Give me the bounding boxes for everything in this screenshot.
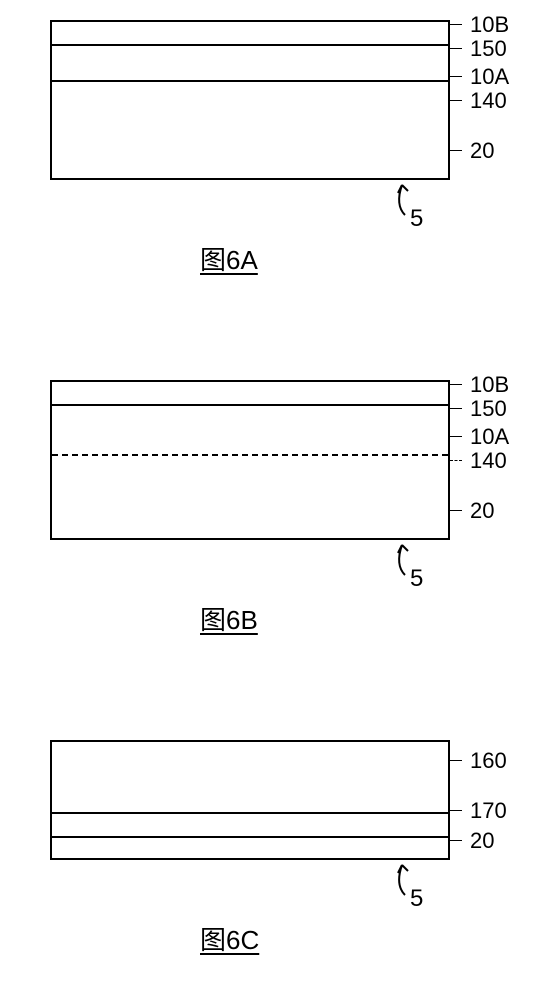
layer-label-10a: 10A (470, 424, 509, 450)
lead-line (450, 384, 462, 385)
ref-number-5: 5 (410, 885, 423, 913)
layer-line-10a (52, 80, 448, 82)
lead-line (450, 510, 462, 511)
layer-line-150 (52, 44, 448, 46)
ref-number-5: 5 (410, 205, 423, 233)
layer-label-10b: 10B (470, 372, 509, 398)
lead-line (450, 840, 462, 841)
layer-label-140: 140 (470, 448, 507, 474)
figure-6b-caption: 图6B (200, 600, 258, 637)
layer-line-20 (52, 836, 448, 838)
layer-label-140: 140 (470, 88, 507, 114)
figure-6c-group: 160 170 20 5 (50, 740, 450, 860)
ref-number-5: 5 (410, 565, 423, 593)
lead-line (450, 760, 462, 761)
lead-line (450, 76, 462, 77)
lead-line (450, 460, 462, 461)
layer-label-20: 20 (470, 138, 494, 164)
layer-line-150 (52, 404, 448, 406)
lead-line (450, 24, 462, 25)
figure-6c-box (50, 740, 450, 860)
layer-label-20: 20 (470, 828, 494, 854)
figure-6b-box (50, 380, 450, 540)
layer-label-10b: 10B (470, 12, 509, 38)
figure-6a-caption: 图6A (200, 240, 258, 277)
figure-6a-box (50, 20, 450, 180)
figure-6a-group: 10B 150 10A 140 20 5 (50, 20, 450, 180)
layer-label-160: 160 (470, 748, 507, 774)
layer-label-150: 150 (470, 396, 507, 422)
lead-line (450, 436, 462, 437)
lead-line (450, 810, 462, 811)
lead-line (450, 408, 462, 409)
layer-label-20: 20 (470, 498, 494, 524)
layer-label-150: 150 (470, 36, 507, 62)
lead-line (450, 150, 462, 151)
lead-line (450, 100, 462, 101)
figure-6b-group: 10B 150 10A 140 20 5 (50, 380, 450, 540)
layer-line-140-dashed (52, 454, 448, 456)
figure-6c-caption: 图6C (200, 920, 259, 957)
layer-label-10a: 10A (470, 64, 509, 90)
layer-label-170: 170 (470, 798, 507, 824)
lead-line (450, 48, 462, 49)
layer-line-170 (52, 812, 448, 814)
